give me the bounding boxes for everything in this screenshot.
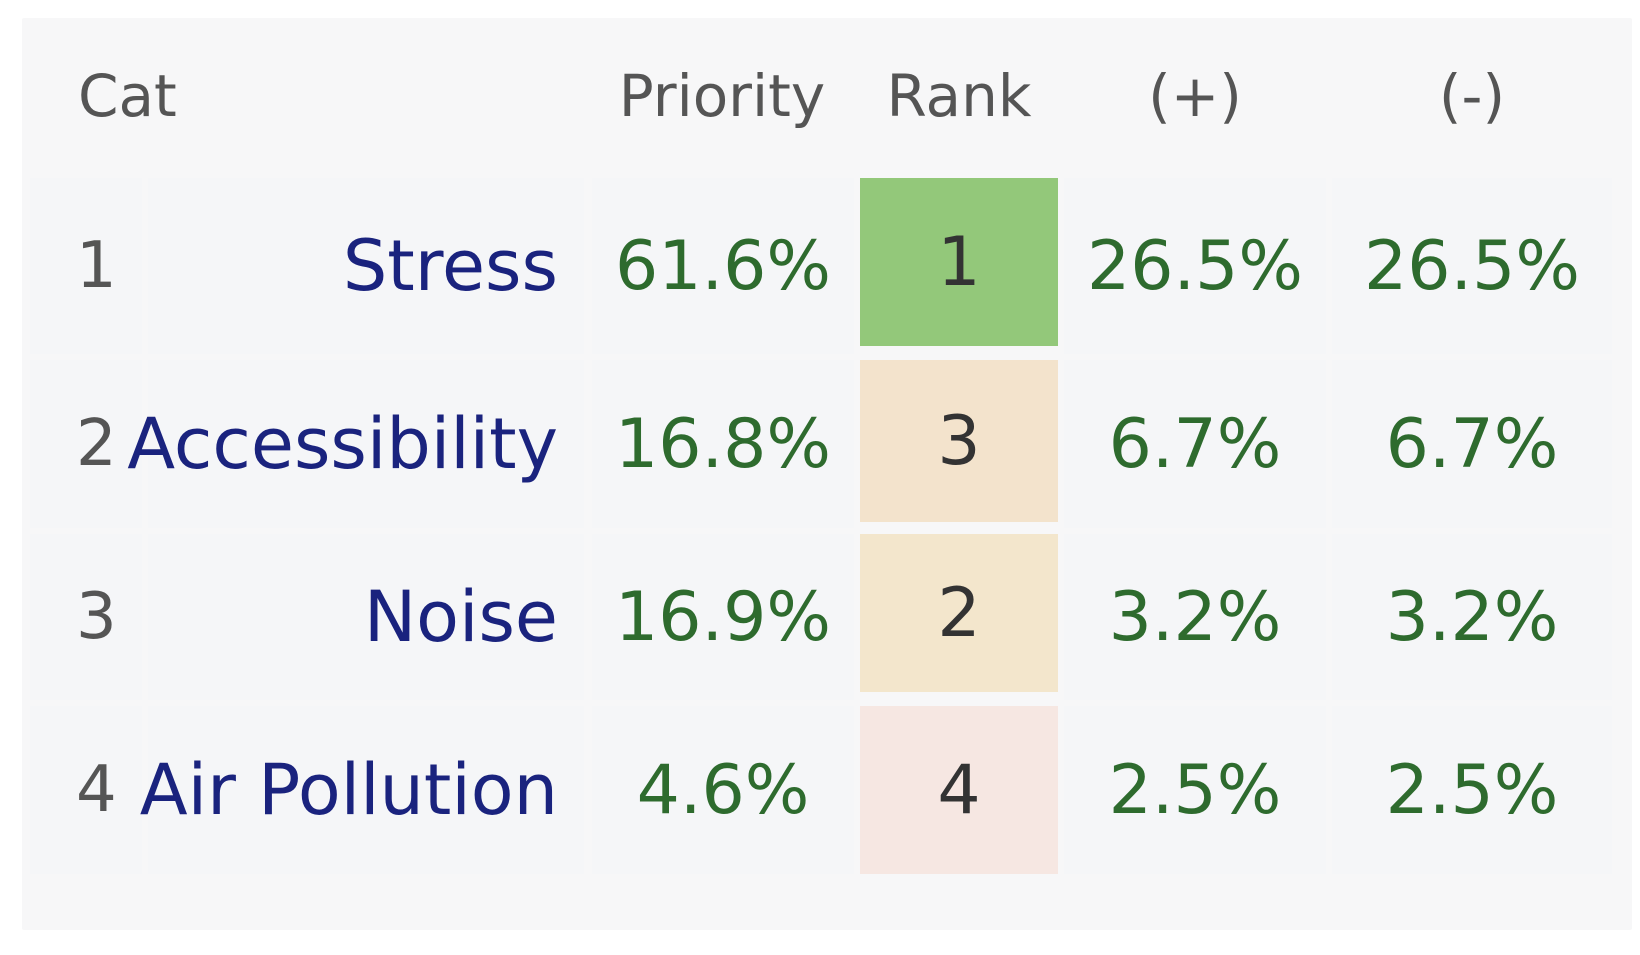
- row-2-priority: 16.8%: [592, 360, 854, 528]
- row-4-num: 4: [76, 753, 117, 827]
- row-2-rank: 3: [860, 360, 1058, 522]
- row-4-name: Air Pollution: [139, 749, 558, 831]
- row-4-bg-name: [148, 706, 584, 874]
- row-3-bg-name: [148, 534, 584, 700]
- header-cat: Cat: [78, 61, 177, 130]
- row-4-priority: 4.6%: [592, 706, 854, 874]
- row-2-minus: 6.7%: [1332, 360, 1612, 528]
- header-minus: (-): [1438, 61, 1506, 130]
- row-2-bg-name: [148, 360, 584, 528]
- row-2-num: 2: [76, 407, 117, 481]
- row-2-plus: 6.7%: [1064, 360, 1326, 528]
- row-3-num: 3: [76, 580, 117, 654]
- priority-table: Cat Priority Rank (+) (-) 1 Stress 61.6%…: [22, 18, 1632, 930]
- row-1-rank: 1: [860, 178, 1058, 346]
- row-1-bg-num: [30, 178, 142, 354]
- header-priority: Priority: [618, 61, 826, 130]
- header-rank: Rank: [886, 61, 1032, 130]
- row-3-rank: 2: [860, 534, 1058, 692]
- row-1-plus: 26.5%: [1064, 178, 1326, 354]
- row-3-name: Noise: [363, 576, 558, 658]
- row-4-bg-num: [30, 706, 142, 874]
- row-1-priority: 61.6%: [592, 178, 854, 354]
- row-3-priority: 16.9%: [592, 534, 854, 700]
- row-4-plus: 2.5%: [1064, 706, 1326, 874]
- row-1-num: 1: [76, 229, 117, 303]
- header-plus: (+): [1148, 61, 1242, 130]
- row-4-rank: 4: [860, 706, 1058, 874]
- row-2-bg-num: [30, 360, 142, 528]
- row-2-name: Accessibility: [127, 403, 558, 485]
- row-1-minus: 26.5%: [1332, 178, 1612, 354]
- row-3-plus: 3.2%: [1064, 534, 1326, 700]
- row-3-bg-num: [30, 534, 142, 700]
- row-1-name: Stress: [342, 225, 558, 307]
- row-1-bg-name: [148, 178, 584, 354]
- row-3-minus: 3.2%: [1332, 534, 1612, 700]
- row-4-minus: 2.5%: [1332, 706, 1612, 874]
